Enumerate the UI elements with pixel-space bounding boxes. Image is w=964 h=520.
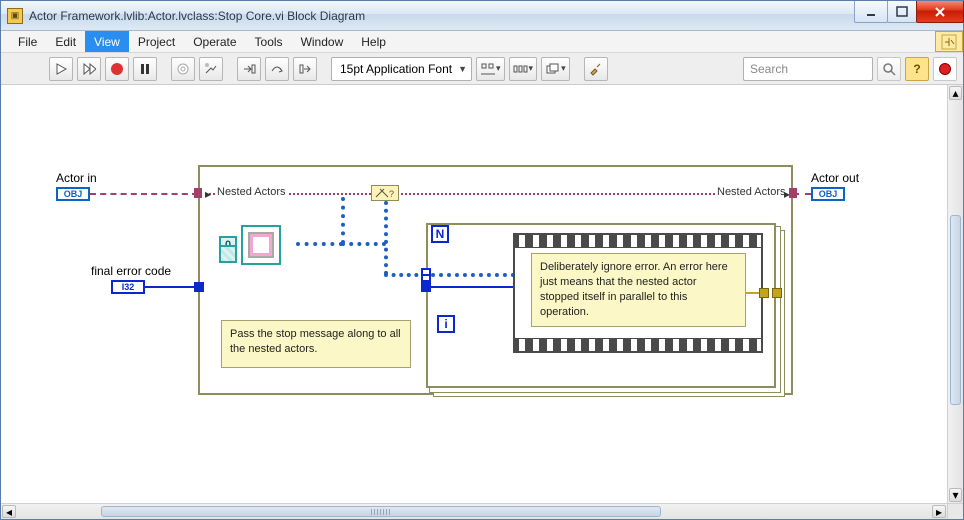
vertical-scroll-thumb[interactable] <box>950 215 961 405</box>
distribute-button[interactable]: ▾ <box>509 57 538 81</box>
menu-help[interactable]: Help <box>352 31 395 52</box>
tunnel-cluster-left[interactable] <box>194 188 202 198</box>
window-title: Actor Framework.lvlib:Actor.lvclass:Stop… <box>29 9 365 23</box>
wire-actor-in <box>90 193 198 195</box>
dropdown-icon: ▼ <box>458 64 467 74</box>
menubar: File Edit View Project Operate Tools Win… <box>1 31 963 53</box>
menu-window[interactable]: Window <box>292 31 353 52</box>
for-loop-N[interactable]: N <box>431 225 449 243</box>
block-diagram-canvas[interactable]: Actor in OBJ Actor out OBJ final error c… <box>1 85 947 503</box>
wire-actor-through <box>200 193 791 195</box>
font-label: 15pt Application Font <box>340 62 452 76</box>
scroll-right-button[interactable]: ▸ <box>932 505 946 518</box>
search-button[interactable] <box>877 57 901 81</box>
nested-actors-right-label[interactable]: Nested Actors <box>715 186 787 198</box>
toolbar: 15pt Application Font ▼ ▾ ▾ ▾ Search ? <box>1 53 963 85</box>
wire-ref-h1 <box>296 242 343 246</box>
menu-project[interactable]: Project <box>129 31 184 52</box>
tunnel-indexing[interactable] <box>421 268 431 282</box>
context-help-button[interactable]: ? <box>905 57 929 81</box>
wire-ref-h2 <box>384 273 426 277</box>
for-loop-i[interactable]: i <box>437 315 455 333</box>
step-into-button[interactable] <box>237 57 261 81</box>
pause-button[interactable] <box>133 57 157 81</box>
tunnel-i32-forloop[interactable] <box>421 282 431 292</box>
final-error-terminal[interactable]: I32 <box>111 280 145 294</box>
svg-text:?: ? <box>389 189 394 199</box>
scroll-down-button[interactable]: ▾ <box>949 488 962 502</box>
horizontal-scroll-thumb[interactable] <box>101 506 661 517</box>
abort-button[interactable] <box>105 57 129 81</box>
font-selector[interactable]: 15pt Application Font ▼ <box>331 57 472 81</box>
comment-pass-stop[interactable]: Pass the stop message along to all the n… <box>221 320 411 368</box>
step-over-button[interactable] <box>265 57 289 81</box>
reorder-button[interactable]: ▾ <box>541 57 570 81</box>
scroll-up-button[interactable]: ▴ <box>949 86 962 100</box>
step-out-button[interactable] <box>293 57 317 81</box>
tunnel-cluster-right[interactable] <box>789 188 797 198</box>
selector-node[interactable]: ? <box>371 185 399 201</box>
menu-view[interactable]: View <box>85 31 129 52</box>
app-icon: ▣ <box>7 8 23 24</box>
unbundle-arrow-left-icon: ▸ <box>202 187 214 201</box>
tunnel-error-for[interactable] <box>772 288 782 298</box>
actor-out-label: Actor out <box>811 171 859 185</box>
menu-file[interactable]: File <box>9 31 46 52</box>
actor-in-label: Actor in <box>56 171 97 185</box>
content-area: Actor in OBJ Actor out OBJ final error c… <box>1 85 963 519</box>
object-constant-icon <box>248 232 274 258</box>
wire-ref-h1b <box>341 242 386 246</box>
highlight-execution-button[interactable] <box>171 57 195 81</box>
vertical-scrollbar[interactable]: ▴ ▾ <box>947 85 963 503</box>
menu-operate[interactable]: Operate <box>184 31 245 52</box>
tunnel-error-seq[interactable] <box>759 288 769 298</box>
array-resize-handle[interactable] <box>219 245 237 263</box>
array-element[interactable] <box>241 225 281 265</box>
actor-out-terminal[interactable]: OBJ <box>811 187 845 201</box>
search-placeholder: Search <box>750 62 788 76</box>
horizontal-scrollbar[interactable]: ◂ ▸ <box>1 503 947 519</box>
scroll-left-button[interactable]: ◂ <box>2 505 16 518</box>
menu-tools[interactable]: Tools <box>246 31 292 52</box>
tunnel-i32-outer[interactable] <box>194 282 204 292</box>
comment-ignore-error[interactable]: Deliberately ignore error. An error here… <box>531 253 746 327</box>
titlebar: ▣ Actor Framework.lvlib:Actor.lvclass:St… <box>1 1 963 31</box>
run-button[interactable] <box>49 57 73 81</box>
nested-actors-left-label[interactable]: Nested Actors <box>215 186 287 198</box>
vi-icon[interactable] <box>935 31 963 52</box>
record-icon[interactable] <box>933 57 957 81</box>
search-input[interactable]: Search <box>743 57 873 81</box>
minimize-button[interactable] <box>854 1 888 23</box>
run-continuous-button[interactable] <box>77 57 101 81</box>
menu-edit[interactable]: Edit <box>46 31 85 52</box>
actor-in-terminal[interactable]: OBJ <box>56 187 90 201</box>
close-button[interactable] <box>916 1 964 23</box>
window: ▣ Actor Framework.lvlib:Actor.lvclass:St… <box>0 0 964 520</box>
align-button[interactable]: ▾ <box>476 57 505 81</box>
retain-wire-button[interactable] <box>199 57 223 81</box>
wire-ref-v1 <box>341 197 345 244</box>
cleanup-button[interactable] <box>584 57 608 81</box>
maximize-button[interactable] <box>887 1 917 23</box>
wire-ref-v2 <box>384 201 388 275</box>
scroll-corner <box>947 503 963 519</box>
final-error-label: final error code <box>91 264 171 278</box>
window-buttons <box>854 1 963 30</box>
